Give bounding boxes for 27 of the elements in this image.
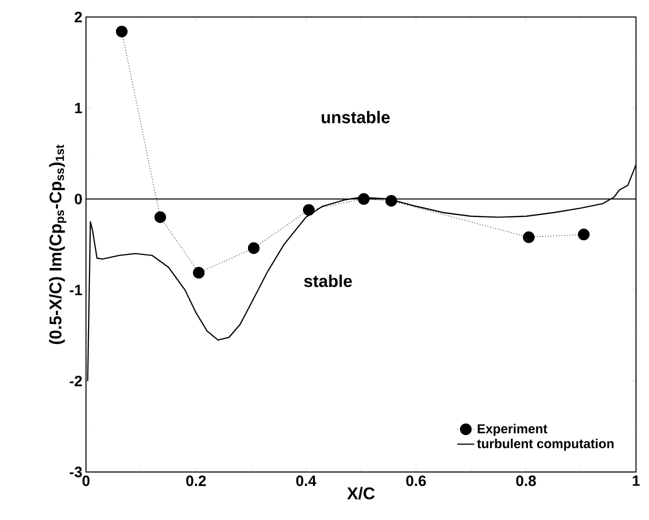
- point: [192, 266, 205, 279]
- point: [385, 194, 398, 207]
- legend-label: turbulent computation: [477, 438, 614, 451]
- point: [116, 26, 128, 38]
- point: [154, 211, 166, 224]
- x-tick-label: 0.6: [406, 476, 426, 486]
- point: [578, 228, 590, 240]
- point: [302, 204, 315, 216]
- y-tick-label: 0: [74, 194, 82, 204]
- annotation: stable: [304, 274, 352, 288]
- x-tick-label: 0: [82, 476, 90, 486]
- point: [522, 231, 535, 244]
- y-tick-label: -1: [70, 284, 82, 296]
- point: [358, 193, 370, 205]
- y-tick-label: 1: [75, 102, 82, 114]
- point: [248, 242, 260, 254]
- y-axis-title: (0.5-X/C) Im(Cp$_{ps}$-Cp$_{ss}$)$_{1st}$: [49, 144, 66, 344]
- y-tick-label: 2: [74, 12, 82, 22]
- x-tick-label: 0.8: [516, 476, 536, 486]
- y-tick-label: -3: [70, 466, 82, 478]
- y-tick-label: -2: [70, 376, 82, 386]
- x-axis-title: X/C: [347, 486, 375, 500]
- annotation: unstable: [322, 110, 390, 124]
- legend-label: Experiment: [478, 424, 548, 436]
- x-tick-label: 1: [632, 476, 640, 486]
- x-tick-label: 0.4: [296, 476, 316, 486]
- x-tick-label: 0.2: [186, 476, 206, 486]
